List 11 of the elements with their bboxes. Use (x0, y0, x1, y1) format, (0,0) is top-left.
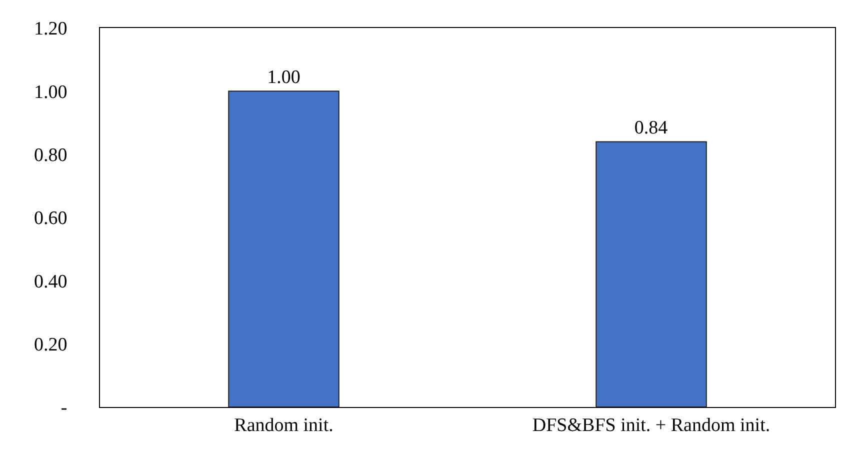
y-tick-label: 1.20 (34, 18, 68, 40)
x-tick-label: DFS&BFS init. + Random init. (532, 414, 770, 436)
y-tick-label: 0.60 (34, 208, 68, 230)
y-tick-label: 0.20 (34, 334, 68, 356)
x-tick-label: Random init. (234, 414, 334, 436)
y-tick-label: 0.40 (34, 271, 68, 292)
data-label: 1.00 (267, 67, 300, 88)
y-tick-label: 1.00 (34, 82, 68, 103)
y-tick-label: 0.80 (34, 144, 68, 166)
data-label: 0.84 (634, 118, 668, 139)
y-tick-label: - (60, 398, 68, 419)
